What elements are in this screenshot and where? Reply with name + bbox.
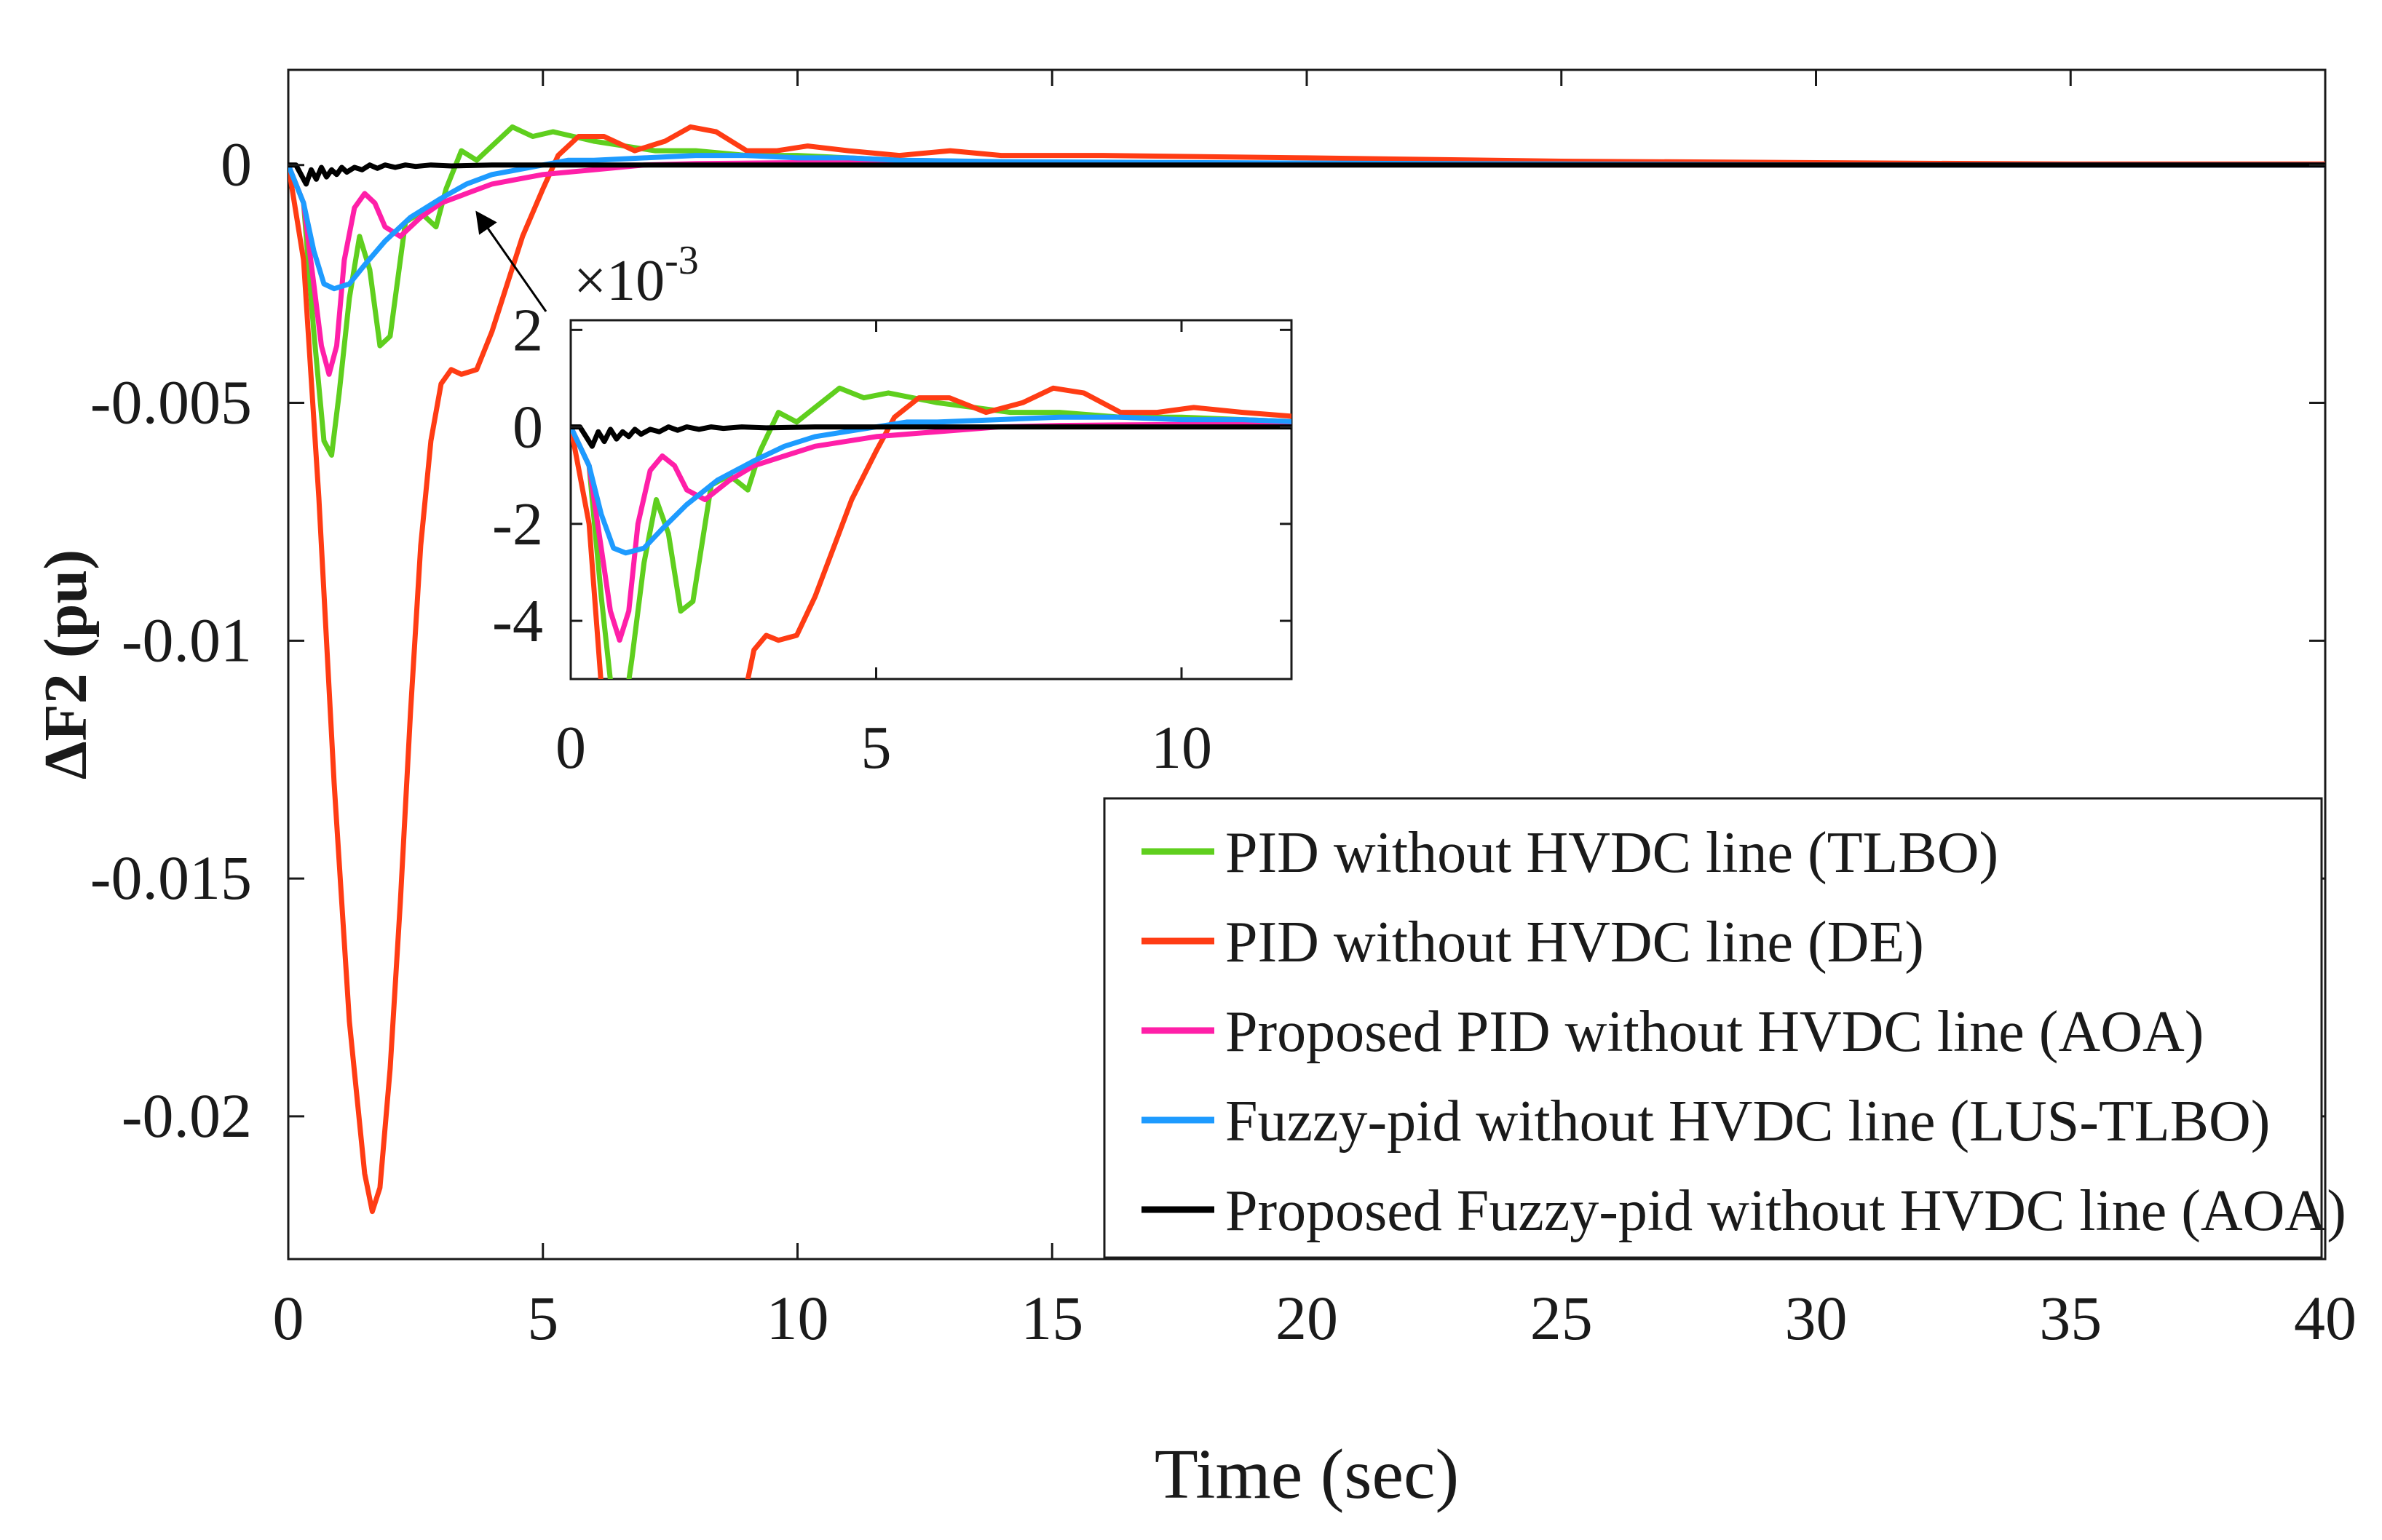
inset-y-ticks: 2 0 -2 -4 — [492, 296, 1291, 655]
series-line-pid-without-hvdc-line-de — [288, 124, 2325, 1215]
x-tick-label: 35 — [2039, 1283, 2102, 1353]
y-tick-label: 0 — [221, 130, 252, 199]
legend-label: PID without HVDC line (TLBO) — [1225, 821, 1998, 885]
zoom-annotation-arrow — [475, 210, 547, 312]
inset-x-ticks: 0 5 10 — [555, 320, 1212, 782]
inset-x-tick-label: 0 — [555, 714, 586, 782]
x-tick-label: 0 — [273, 1283, 304, 1353]
legend-item: Proposed Fuzzy-pid without HVDC line (AO… — [1141, 1179, 2346, 1243]
inset-series-line-proposed-fuzzy-pid-without-hvdc-line-aoa — [571, 424, 1291, 449]
inset-x-tick-label: 5 — [860, 714, 891, 782]
series-line-proposed-fuzzy-pid-without-hvdc-line-aoa — [288, 162, 2325, 187]
legend-label: Proposed Fuzzy-pid without HVDC line (AO… — [1225, 1179, 2346, 1243]
legend-item: Fuzzy-pid without HVDC line (LUS-TLBO) — [1141, 1089, 2270, 1154]
x-tick-label: 20 — [1275, 1283, 1338, 1353]
x-tick-label: 15 — [1021, 1283, 1083, 1353]
inset-y-tick-label: 2 — [513, 296, 543, 364]
main-x-ticks: 0 5 10 15 20 25 30 35 40 — [273, 70, 2357, 1353]
y-axis-label: ΔF2 (pu) — [32, 549, 100, 779]
inset-series-line-pid-without-hvdc-line-de — [571, 385, 1291, 679]
legend-items: PID without HVDC line (TLBO) PID without … — [1141, 821, 2346, 1243]
legend-item: Proposed PID without HVDC line (AOA) — [1141, 1000, 2204, 1064]
inset-series-line-pid-without-hvdc-line-tlbo — [571, 385, 1291, 679]
y-tick-label: -0.01 — [122, 605, 252, 675]
legend-item: PID without HVDC line (TLBO) — [1141, 821, 1998, 885]
legend-label: PID without HVDC line (DE) — [1225, 910, 1924, 975]
main-series-group — [288, 124, 2325, 1215]
inset-y-tick-label: -4 — [492, 587, 543, 655]
inset-y-tick-label: 0 — [513, 394, 543, 461]
legend-label: Proposed PID without HVDC line (AOA) — [1225, 1000, 2204, 1064]
x-tick-label: 30 — [1785, 1283, 1848, 1353]
y-tick-label: -0.005 — [90, 368, 252, 437]
legend-label: Fuzzy-pid without HVDC line (LUS-TLBO) — [1225, 1089, 2270, 1154]
x-tick-label: 5 — [527, 1283, 558, 1353]
x-tick-label: 10 — [767, 1283, 829, 1353]
legend: PID without HVDC line (TLBO) PID without … — [1103, 797, 2346, 1259]
inset-series-group — [571, 385, 1291, 679]
y-tick-label: -0.02 — [122, 1081, 252, 1151]
inset-y-tick-label: -2 — [492, 491, 543, 558]
inset-axes: 0 5 10 20-2-4 ×10-3 — [492, 238, 1293, 782]
x-tick-label: 25 — [1530, 1283, 1593, 1353]
x-tick-label: 40 — [2294, 1283, 2357, 1353]
legend-item: PID without HVDC line (DE) — [1141, 910, 1924, 975]
x-axis-label: Time (sec) — [1155, 1435, 1459, 1514]
inset-plot-frame — [569, 319, 1293, 680]
legend-box — [1103, 797, 2323, 1259]
main-y-ticks: 0 -0.005 -0.01 -0.015 -0.02 — [90, 130, 2325, 1151]
y-tick-label: -0.015 — [90, 843, 252, 913]
inset-x-tick-label: 10 — [1151, 714, 1212, 782]
inset-series-line-proposed-pid-without-hvdc-line-aoa — [571, 421, 1291, 643]
